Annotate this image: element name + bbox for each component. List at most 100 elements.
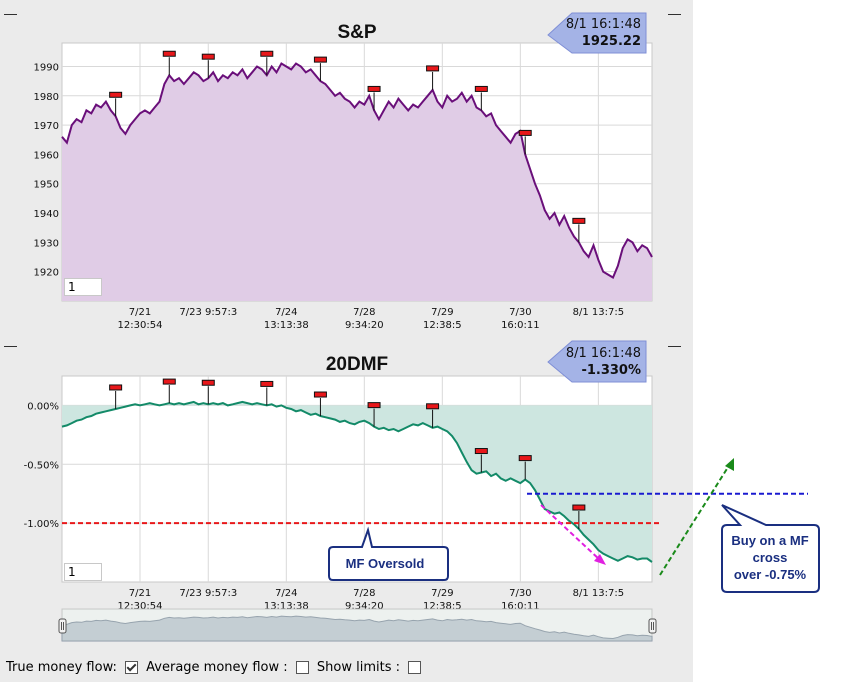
mf-chart: -1.00% -0.50% 0.00% 7/21 12:30:54 7/23 9:57:…: [4, 338, 681, 612]
mf-y-axis: -1.00% -0.50% 0.00%: [24, 401, 59, 530]
panel-collapse-dash-left[interactable]: —: [4, 6, 17, 21]
sp-price-line: [61, 62, 653, 279]
x-tick-date: 8/1 13:7:5: [573, 307, 624, 318]
signal-marker: [572, 217, 586, 243]
mf-x-axis: 7/21 12:30:54 7/23 9:57:3 7/24 13:13:38 7/28 9…: [118, 588, 625, 612]
x-tick-time: 12:30:54: [118, 601, 163, 612]
buy-signal-arrow: [659, 458, 734, 576]
y-tick-label: 1990: [34, 62, 59, 73]
panel-collapse-dash-right[interactable]: —: [668, 6, 681, 21]
x-tick-date: 7/29: [431, 307, 453, 318]
x-tick-time: 16:0:11: [501, 601, 540, 612]
signal-marker: [367, 402, 381, 427]
buy-label-line1: Buy on a MF: [731, 533, 808, 548]
mf-line: [61, 400, 653, 563]
y-tick-label: -1.00%: [24, 519, 59, 530]
navigator-selection[interactable]: [62, 609, 652, 641]
x-tick-date: 7/28: [353, 307, 375, 318]
y-tick-label: 0.00%: [27, 401, 59, 412]
x-tick-time: 13:13:38: [264, 320, 309, 331]
true-money-flow-checkbox[interactable]: [125, 661, 139, 674]
y-tick-label: 1970: [34, 121, 59, 132]
y-tick-label: -0.50%: [24, 460, 59, 471]
chart-controls: True money flow: Average money flow : Sh…: [6, 660, 425, 675]
y-tick-label: 1980: [34, 92, 59, 103]
buy-label-line3: over -0.75%: [734, 567, 807, 582]
y-tick-label: 1950: [34, 180, 59, 191]
y-tick-label: 1920: [34, 268, 59, 279]
signal-marker: [474, 448, 488, 473]
x-tick-date: 7/23 9:57:3: [179, 588, 237, 599]
signal-marker: [313, 56, 327, 82]
sp-tooltip-time: 8/1 16:1:48: [566, 17, 641, 32]
y-tick-label: 1930: [34, 238, 59, 249]
x-tick-date: 7/29: [431, 588, 453, 599]
signal-marker: [313, 391, 327, 417]
signal-marker: [201, 379, 215, 405]
signal-marker: [367, 85, 381, 111]
navigator-right-handle[interactable]: [648, 618, 657, 634]
x-tick-time: 13:13:38: [264, 601, 309, 612]
average-money-flow-checkbox[interactable]: [295, 661, 309, 674]
sp-value-tooltip: 8/1 16:1:48 1925.22: [547, 12, 647, 54]
x-tick-date: 7/28: [353, 588, 375, 599]
x-tick-time: 16:0:11: [501, 320, 540, 331]
x-tick-time: 12:30:54: [118, 320, 163, 331]
signal-marker: [109, 384, 123, 409]
sp-signal-markers: [109, 50, 586, 243]
mf-tooltip-time: 8/1 16:1:48: [566, 346, 641, 361]
y-tick-label: 1940: [34, 209, 59, 220]
signal-marker: [162, 50, 176, 76]
sp-tooltip-value: 1925.22: [582, 34, 641, 49]
mf-area-fill: [62, 401, 652, 562]
mf-signal-markers: [109, 378, 586, 530]
sp-chart-title: S&P: [337, 22, 376, 43]
show-limits-checkbox[interactable]: [408, 661, 422, 674]
mf-zoom-input[interactable]: 1: [64, 563, 102, 581]
buy-callout: Buy on a MF cross over -0.75%: [721, 504, 820, 593]
x-tick-date: 7/24: [275, 307, 297, 318]
mf-chart-title: 20DMF: [326, 354, 388, 375]
x-tick-time: 9:34:20: [345, 601, 384, 612]
signal-marker: [201, 53, 215, 79]
signal-marker: [109, 91, 123, 117]
sp-zoom-input[interactable]: 1: [64, 278, 102, 296]
navigator-left-handle[interactable]: [58, 618, 67, 634]
mf-tooltip-value: -1.330%: [581, 363, 641, 378]
x-tick-date: 7/21: [129, 307, 151, 318]
x-tick-time: 12:38:5: [423, 320, 462, 331]
average-money-flow-label: Average money flow :: [146, 660, 288, 675]
oversold-label: MF Oversold: [346, 556, 425, 571]
x-tick-date: 7/23 9:57:3: [179, 307, 237, 318]
mf-value-tooltip: 8/1 16:1:48 -1.330%: [547, 340, 647, 383]
sp-y-axis: 1920 1930 1940 1950 1960 1970 1980 1990: [34, 62, 59, 278]
buy-label-line2: cross: [753, 550, 788, 565]
x-tick-date: 7/30: [509, 588, 531, 599]
signal-marker: [572, 504, 586, 530]
x-tick-time: 12:38:5: [423, 601, 462, 612]
mf-decline-arrow: [540, 504, 606, 565]
x-tick-time: 9:34:20: [345, 320, 384, 331]
x-tick-date: 7/30: [509, 307, 531, 318]
panel-collapse-dash-right-2[interactable]: —: [668, 338, 681, 353]
range-navigator[interactable]: [58, 608, 657, 642]
oversold-callout: MF Oversold: [328, 526, 449, 581]
signal-marker: [518, 455, 532, 480]
signal-marker: [426, 65, 440, 90]
sp-x-axis: 7/21 12:30:54 7/23 9:57:3 7/24 13:13:38 7/28 9…: [118, 307, 625, 331]
signal-marker: [162, 378, 176, 404]
navigator-series: [61, 615, 653, 642]
x-tick-date: 7/21: [129, 588, 151, 599]
y-tick-label: 1960: [34, 150, 59, 161]
signal-marker: [260, 380, 274, 406]
show-limits-label: Show limits :: [316, 660, 401, 675]
panel-collapse-dash-left-2[interactable]: —: [4, 338, 17, 353]
sp-chart: 1920 1930 1940 1950 1960 1970 1980 1990 7/21 12:…: [4, 6, 681, 331]
signal-marker: [260, 50, 274, 76]
signal-marker: [474, 85, 488, 111]
x-tick-date: 7/24: [275, 588, 297, 599]
signal-marker: [518, 129, 532, 155]
signal-marker: [426, 403, 440, 428]
sp-area-fill: [62, 63, 652, 301]
